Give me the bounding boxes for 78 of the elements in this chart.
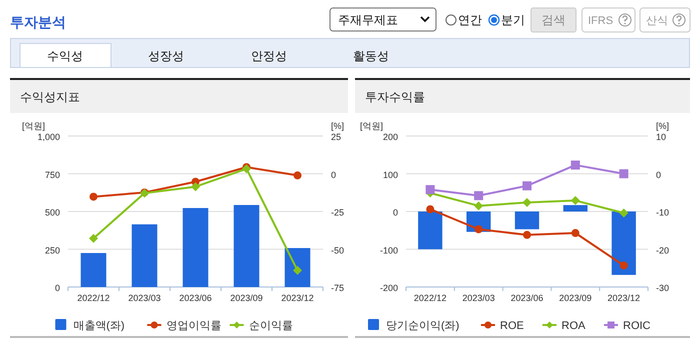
legend-label: ROIC [623,320,651,332]
x-tick-label: 2023/09 [230,293,263,303]
point [474,225,483,234]
text: 안정성 [251,49,287,63]
point [293,266,302,275]
x-tick-label: 2022/12 [77,293,110,303]
y-tick-label: 200 [382,132,398,142]
y2-axis-title: [%] [656,121,670,131]
y-tick-label: -100 [380,245,398,256]
y2-tick-label: 0 [656,170,662,180]
point [191,182,200,192]
y-tick-label: 250 [44,245,60,256]
point [570,160,580,170]
x-tick-label: 2023/12 [281,293,314,303]
chart-title: 투자수익률 [365,90,425,104]
y-tick-label: 750 [44,170,60,180]
y2-tick-label: -20 [656,245,670,256]
legend-label: 영업이익률 [166,320,222,332]
legend-label: 순이익률 [248,320,293,332]
y2-tick-label: 0 [331,170,336,180]
y2-axis-title: [%] [331,121,344,131]
point [90,192,98,201]
x-tick-label: 2023/03 [462,293,495,303]
y2-tick-label: -25 [331,208,344,218]
point [426,185,435,194]
bar [80,253,106,287]
y-tick-label: 1,000 [37,132,60,142]
y-tick-label: 0 [54,283,60,293]
y2-tick-label: 10 [656,132,666,142]
point [571,229,580,238]
point [570,196,580,206]
y2-tick-label: -30 [656,283,670,293]
text: 분기 [501,13,525,27]
x-tick-label: 2023/09 [559,293,592,303]
point [426,205,434,214]
y2-tick-label: 25 [331,132,342,142]
bar [182,208,208,287]
x-tick-label: 2023/03 [128,293,161,303]
x-tick-label: 2023/12 [608,293,640,303]
point [619,208,628,218]
x-tick-label: 2022/12 [414,293,446,303]
legend-label: ROE [500,320,524,332]
point [522,181,532,190]
x-tick-label: 2023/06 [510,293,544,303]
legend-label: 당기순이익(좌) [386,320,460,332]
point [522,198,532,207]
point [523,230,531,239]
y2-tick-label: -50 [331,245,344,256]
point [89,234,98,243]
point [619,169,628,178]
y-axis-title: [억원] [22,121,46,131]
chart-title: 수익성지표 [20,90,80,104]
point [294,171,302,180]
text: 연간 [458,13,482,27]
y-tick-label: 500 [44,208,60,218]
point [474,191,484,200]
bar [284,248,310,287]
y2-tick-label: -75 [331,283,344,293]
text: 산식 [646,15,668,27]
text: IFRS [588,15,614,27]
text: 검색 [542,13,566,27]
text: 주재무제표 [338,13,398,27]
point [474,201,484,210]
y2-tick-label: -10 [656,208,670,218]
bar [234,205,260,287]
x-tick-label: 2023/06 [179,293,212,303]
bar [132,224,158,287]
text: 성장성 [148,49,184,63]
legend-label: ROA [562,320,586,332]
text: 투자분석 [10,14,66,30]
y-axis-title: [억원] [360,121,384,131]
point [620,261,628,270]
legend-label: 매출액(좌) [73,320,125,332]
text: 수익성 [47,49,83,63]
y-tick-label: 100 [382,170,398,180]
y-tick-label: 0 [392,208,398,218]
y-tick-label: -200 [380,283,398,293]
text: 활동성 [353,49,389,63]
